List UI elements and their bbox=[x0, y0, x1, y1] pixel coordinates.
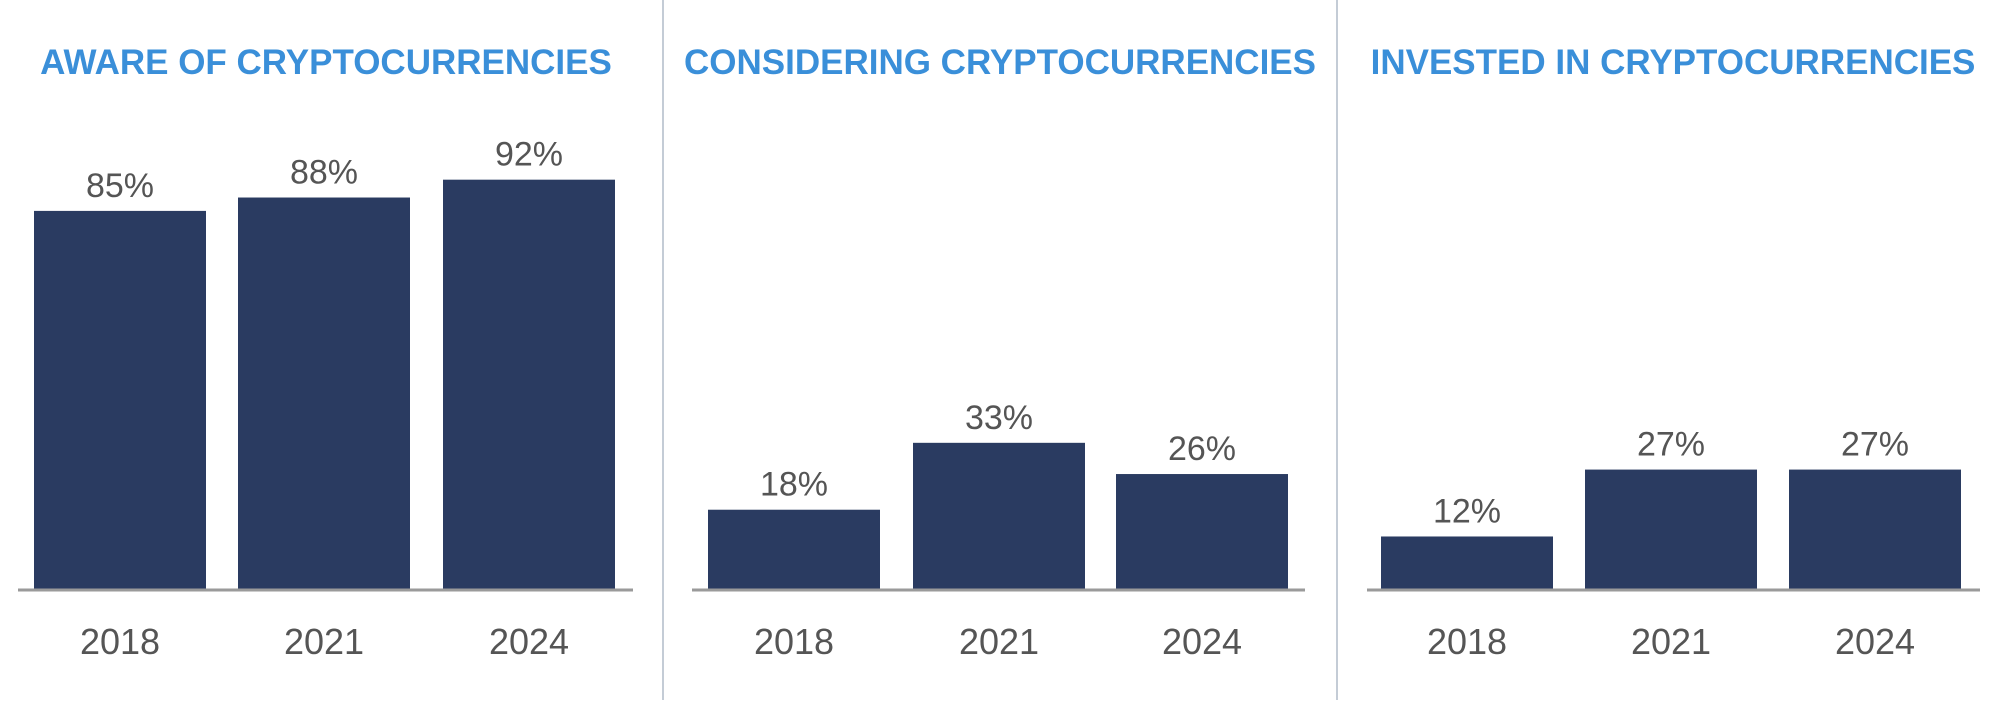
bar-considering-2024 bbox=[1116, 474, 1288, 590]
value-label-invested-2018: 12% bbox=[1433, 492, 1501, 530]
value-label-aware-2021: 88% bbox=[290, 154, 358, 192]
category-label-invested-2024: 2024 bbox=[1835, 621, 1915, 662]
value-label-aware-2018: 85% bbox=[86, 167, 154, 205]
value-label-invested-2021: 27% bbox=[1637, 426, 1705, 464]
value-label-invested-2024: 27% bbox=[1841, 426, 1909, 464]
chart-panel-invested: INVESTED IN CRYPTOCURRENCIES 12% 2018 27% 2… bbox=[1367, 43, 1980, 662]
chart-title-invested: INVESTED IN CRYPTOCURRENCIES bbox=[1371, 43, 1976, 82]
bar-aware-2024 bbox=[443, 179, 615, 590]
bar-considering-2018 bbox=[708, 509, 880, 590]
category-label-considering-2021: 2021 bbox=[959, 621, 1039, 662]
bar-invested-2021 bbox=[1585, 469, 1757, 590]
value-label-considering-2018: 18% bbox=[760, 466, 828, 504]
chart-title-considering: CONSIDERING CRYPTOCURRENCIES bbox=[684, 43, 1316, 82]
bar-aware-2018 bbox=[34, 210, 206, 590]
chart-title-aware: AWARE OF CRYPTOCURRENCIES bbox=[40, 43, 612, 82]
chart-panel-considering: CONSIDERING CRYPTOCURRENCIES 18% 2018 33% 2… bbox=[684, 43, 1316, 662]
value-label-considering-2021: 33% bbox=[965, 399, 1033, 437]
value-label-aware-2024: 92% bbox=[495, 136, 563, 174]
bar-invested-2024 bbox=[1789, 469, 1961, 590]
category-label-aware-2021: 2021 bbox=[284, 621, 364, 662]
category-label-aware-2018: 2018 bbox=[80, 621, 160, 662]
bar-considering-2021 bbox=[913, 442, 1085, 590]
chart-panel-aware: AWARE OF CRYPTOCURRENCIES 85% 2018 88% 2021… bbox=[18, 43, 633, 662]
bar-invested-2018 bbox=[1381, 536, 1553, 590]
category-label-considering-2024: 2024 bbox=[1162, 621, 1242, 662]
value-label-considering-2024: 26% bbox=[1168, 430, 1236, 468]
category-label-aware-2024: 2024 bbox=[489, 621, 569, 662]
category-label-considering-2018: 2018 bbox=[754, 621, 834, 662]
category-label-invested-2021: 2021 bbox=[1631, 621, 1711, 662]
bar-aware-2021 bbox=[238, 197, 410, 590]
category-label-invested-2018: 2018 bbox=[1427, 621, 1507, 662]
